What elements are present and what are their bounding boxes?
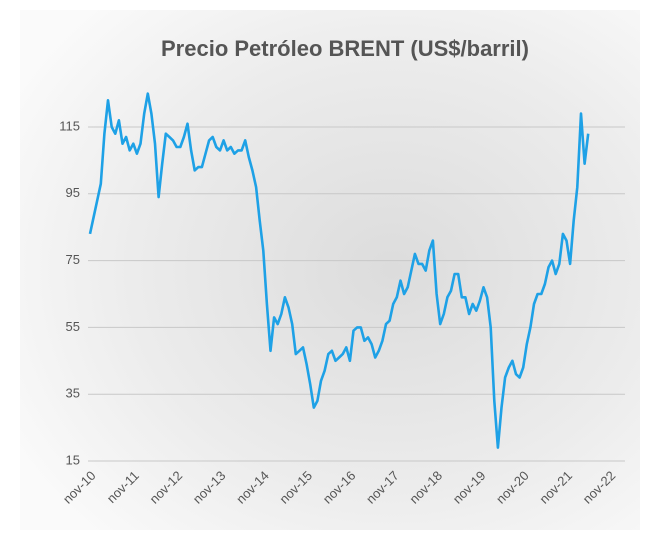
y-tick-label: 115 bbox=[59, 118, 80, 133]
plot-background bbox=[20, 10, 640, 530]
y-tick-label: 55 bbox=[66, 319, 80, 334]
y-tick-label: 15 bbox=[66, 452, 80, 467]
data-line bbox=[88, 92, 590, 449]
y-tick-label: 75 bbox=[66, 252, 80, 267]
chart-title: Precio Petróleo BRENT (US$/barril) bbox=[161, 36, 529, 61]
y-tick-label: 35 bbox=[66, 386, 80, 401]
y-tick-label: 95 bbox=[66, 185, 80, 200]
